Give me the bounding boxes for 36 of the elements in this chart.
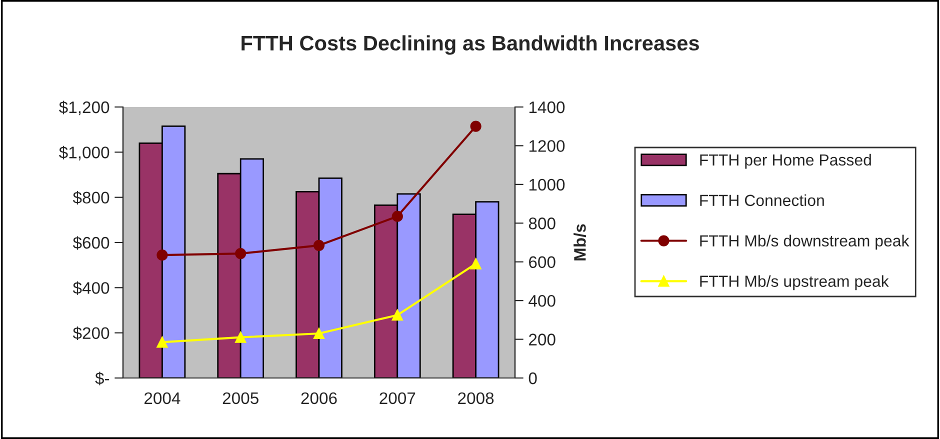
point (470, 258, 482, 270)
x-tick-label: 2008 (458, 392, 494, 404)
y2-axis-title: Mb/s (574, 224, 586, 260)
x-tick-label: 2007 (380, 392, 416, 404)
y-tick-label: $800 (72, 191, 110, 205)
point (392, 210, 403, 222)
y-tick-label: $1,000 (59, 146, 110, 160)
legend-label: FTTH per Home Passed (700, 154, 871, 169)
point (470, 120, 482, 132)
x-tick-label: 2004 (144, 392, 180, 404)
y-tick-label: $600 (72, 236, 110, 250)
y2-tick-label: 800 (528, 218, 556, 230)
y-tick-label: $200 (72, 326, 110, 340)
y-tick-label: $- (95, 372, 110, 386)
y2-tick-label: 1400 (529, 101, 565, 114)
y-tick-label: $400 (72, 281, 110, 295)
x-tick-label: 2006 (301, 392, 337, 404)
y2-tick-label: 1200 (529, 140, 565, 152)
point (156, 336, 168, 348)
point (235, 248, 246, 260)
chart-title: FTTH Costs Declining as Bandwidth Increases (242, 35, 699, 55)
x-tick-label: 2005 (222, 392, 258, 404)
legend-label: FTTH Connection (700, 194, 824, 206)
y2-tick-label: 1000 (529, 178, 565, 191)
y2-tick-label: 400 (528, 294, 556, 307)
point (235, 332, 246, 343)
point (392, 310, 403, 321)
y-tick-label: $1,200 (59, 100, 110, 116)
legend-label: FTTH Mb/s downstream peak (700, 234, 910, 250)
y2-tick-label: 600 (529, 256, 556, 268)
y2-tick-label: 200 (529, 334, 556, 346)
point (313, 328, 325, 340)
y2-tick-label: 0 (528, 372, 537, 384)
point (156, 250, 168, 261)
legend-label: FTTH Mb/s upstream peak (700, 275, 889, 290)
point (313, 240, 325, 251)
